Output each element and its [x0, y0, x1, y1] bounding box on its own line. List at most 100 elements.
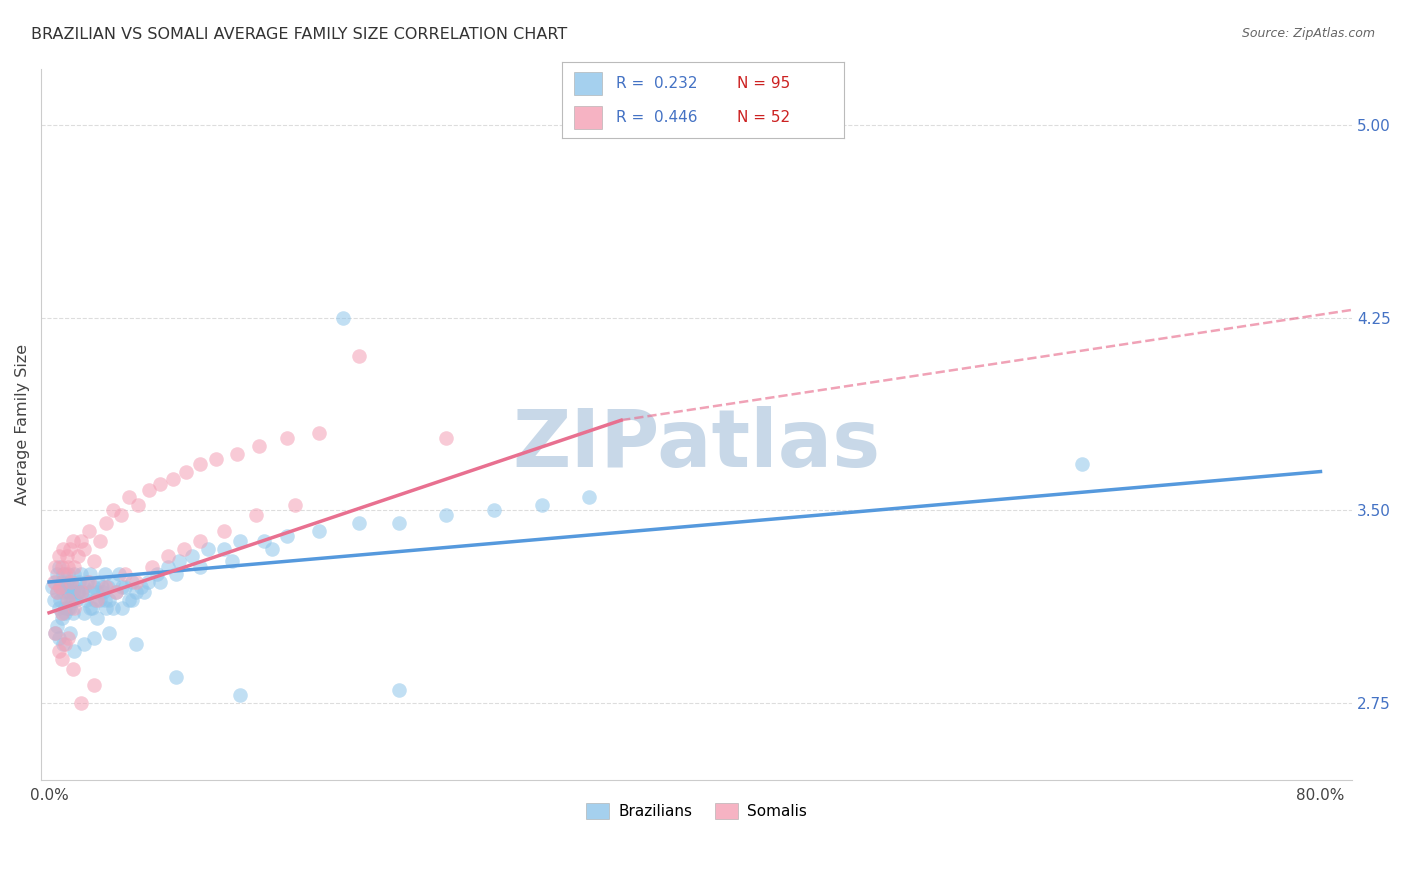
Point: [169, 554, 191, 568]
Point: [62, 662, 84, 676]
Point: [101, 503, 124, 517]
Point: [83, 554, 105, 568]
Point: [46, 567, 69, 582]
Point: [252, 533, 274, 548]
Point: [89, 533, 111, 548]
Point: [42, 574, 65, 589]
Point: [56, 585, 79, 599]
Point: [48, 600, 70, 615]
Point: [73, 541, 96, 556]
Point: [86, 593, 108, 607]
Point: [93, 567, 115, 582]
Point: [55, 574, 77, 589]
Point: [52, 636, 75, 650]
Point: [284, 498, 307, 512]
Text: R =  0.446: R = 0.446: [616, 111, 697, 125]
Point: [181, 549, 204, 564]
Point: [48, 549, 70, 564]
Point: [90, 580, 112, 594]
Point: [83, 678, 105, 692]
Point: [388, 682, 411, 697]
Point: [165, 670, 187, 684]
Point: [56, 600, 79, 615]
Point: [69, 585, 91, 599]
Text: BRAZILIAN VS SOMALI AVERAGE FAMILY SIZE CORRELATION CHART: BRAZILIAN VS SOMALI AVERAGE FAMILY SIZE …: [31, 27, 567, 42]
Point: [347, 516, 370, 530]
Point: [86, 611, 108, 625]
Point: [53, 636, 76, 650]
Point: [221, 554, 243, 568]
Point: [84, 593, 107, 607]
Point: [114, 580, 136, 594]
Point: [60, 593, 83, 607]
Point: [49, 593, 72, 607]
FancyBboxPatch shape: [574, 72, 602, 95]
Point: [77, 524, 100, 538]
Point: [530, 498, 553, 512]
Point: [91, 585, 114, 599]
Point: [165, 567, 187, 582]
Text: R =  0.232: R = 0.232: [616, 76, 697, 91]
Point: [332, 310, 354, 325]
FancyBboxPatch shape: [574, 106, 602, 129]
Point: [59, 600, 82, 615]
Point: [56, 593, 79, 607]
Point: [121, 593, 143, 607]
Point: [146, 567, 169, 582]
Point: [44, 559, 66, 574]
Point: [97, 580, 120, 594]
Point: [108, 567, 131, 582]
Point: [49, 580, 72, 594]
Point: [96, 600, 118, 615]
Point: [73, 636, 96, 650]
Point: [111, 600, 134, 615]
Point: [44, 626, 66, 640]
Point: [157, 559, 180, 574]
Point: [51, 574, 73, 589]
Text: N = 52: N = 52: [737, 111, 790, 125]
Point: [53, 606, 76, 620]
Point: [225, 447, 247, 461]
Point: [60, 574, 83, 589]
Point: [48, 632, 70, 646]
Point: [59, 626, 82, 640]
Point: [98, 593, 121, 607]
Point: [229, 533, 252, 548]
Point: [79, 567, 101, 582]
Legend: Brazilians, Somalis: Brazilians, Somalis: [581, 797, 813, 825]
Point: [83, 580, 105, 594]
Point: [212, 524, 235, 538]
Point: [73, 580, 96, 594]
Point: [56, 559, 79, 574]
Point: [149, 574, 172, 589]
Point: [93, 593, 115, 607]
Point: [63, 644, 86, 658]
Point: [388, 516, 411, 530]
Point: [134, 585, 156, 599]
Point: [73, 606, 96, 620]
Point: [63, 600, 86, 615]
Point: [66, 585, 89, 599]
Point: [96, 516, 118, 530]
Point: [117, 593, 139, 607]
Point: [53, 567, 76, 582]
Point: [482, 503, 505, 517]
Point: [55, 549, 77, 564]
Point: [260, 541, 283, 556]
Point: [66, 585, 89, 599]
Point: [79, 600, 101, 615]
Text: Source: ZipAtlas.com: Source: ZipAtlas.com: [1241, 27, 1375, 40]
Point: [104, 585, 127, 599]
Point: [149, 477, 172, 491]
Point: [245, 508, 267, 523]
Point: [101, 574, 124, 589]
Point: [77, 574, 100, 589]
Point: [69, 533, 91, 548]
Point: [59, 541, 82, 556]
Point: [62, 606, 84, 620]
Point: [308, 524, 330, 538]
Point: [65, 593, 87, 607]
Point: [162, 472, 184, 486]
Point: [188, 533, 211, 548]
Point: [52, 567, 75, 582]
